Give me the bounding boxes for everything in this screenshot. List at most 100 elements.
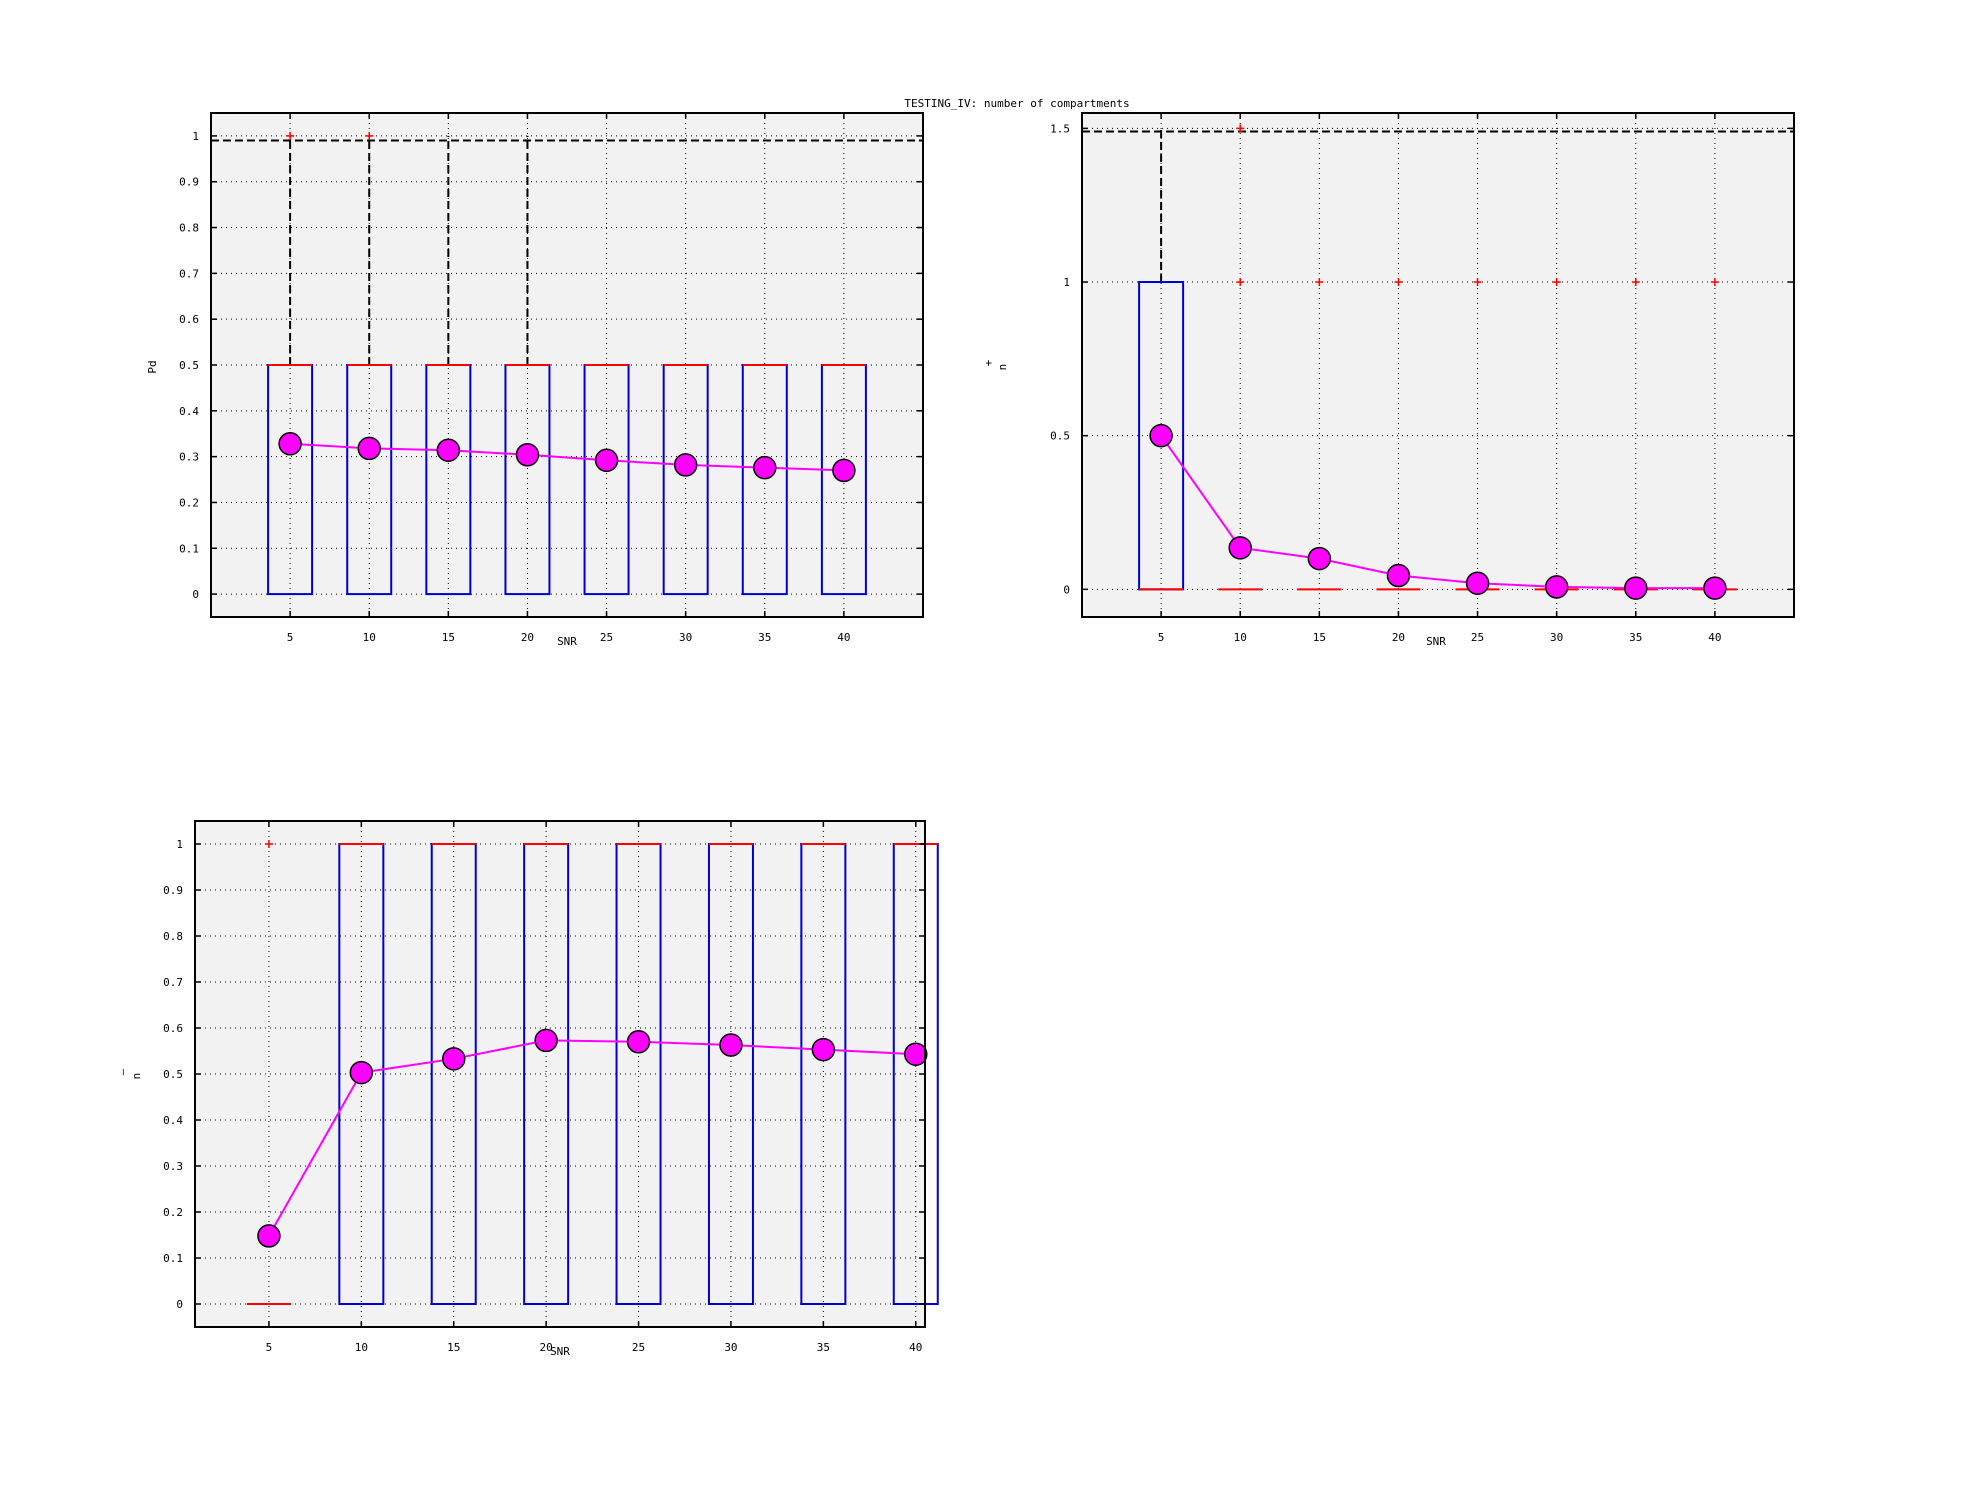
x-tick-label: 20: [521, 631, 534, 644]
mean-marker: [1307, 546, 1332, 571]
outlier-marker: [1710, 278, 1719, 287]
outlier-marker: [1236, 124, 1245, 133]
y-tick-label: 0.4: [163, 1114, 183, 1127]
y-tick-label: 0: [1063, 583, 1070, 596]
x-tick-label: 5: [287, 631, 294, 644]
x-tick-label: 20: [540, 1341, 553, 1354]
y-tick-label: 1: [176, 838, 183, 851]
outlier-marker: [1394, 278, 1403, 287]
x-axis-label: SNR: [1426, 635, 1446, 648]
x-tick-label: 5: [266, 1341, 273, 1354]
mean-marker: [534, 1028, 558, 1053]
mean-marker: [719, 1033, 743, 1057]
x-tick-label: 25: [632, 1341, 645, 1354]
x-tick-label: 15: [442, 631, 455, 644]
plot-area: [1082, 113, 1794, 617]
outlier-marker: [365, 131, 374, 140]
y-tick-label: 0.7: [179, 267, 199, 280]
mean-marker: [753, 455, 777, 480]
x-tick-label: 10: [1234, 631, 1247, 644]
mean-marker: [1149, 423, 1173, 448]
x-tick-label: 10: [363, 631, 376, 644]
x-tick-label: 35: [758, 631, 771, 644]
mean-marker: [811, 1037, 836, 1062]
y-tick-label: 0.9: [179, 176, 199, 189]
x-tick-label: 30: [724, 1341, 737, 1354]
mean-line: [290, 442, 844, 472]
mean-marker: [436, 438, 461, 462]
x-tick-label: 30: [679, 631, 692, 644]
axes-frame: [1081, 112, 1795, 618]
mean-line: [268, 1039, 916, 1237]
figure-title: TESTING_IV: number of compartments: [904, 97, 1129, 110]
outlier-marker: [286, 131, 295, 140]
chart-panel-3: 00.10.20.30.40.50.60.70.80.915 10 15 20 25 30…: [116, 820, 939, 1358]
y-axis-label: Pd: [146, 360, 159, 373]
y-tick-label: 0.7: [163, 976, 183, 989]
mean-marker: [357, 436, 381, 461]
y-tick-label: 0: [192, 588, 199, 601]
mean-marker: [441, 1047, 466, 1071]
x-tick-label: 10: [355, 1341, 368, 1354]
outlier-marker: [1631, 278, 1640, 287]
y-tick-label: 0.1: [163, 1252, 183, 1265]
y-tick-label: 0.6: [179, 313, 199, 326]
x-tick-label: 40: [1708, 631, 1721, 644]
mean-marker: [515, 443, 540, 467]
x-tick-label: 15: [447, 1341, 460, 1354]
y-tick-label: 1: [192, 130, 199, 143]
mean-marker: [1703, 576, 1727, 600]
x-tick-label: 35: [817, 1341, 830, 1354]
mean-marker: [832, 458, 856, 483]
mean-marker: [257, 1224, 281, 1248]
y-axis-label-superscript: –: [116, 1068, 129, 1075]
y-tick-label: 0.8: [179, 222, 199, 235]
y-tick-label: 0.5: [179, 359, 199, 372]
y-axis-label-superscript: +: [982, 359, 995, 366]
x-tick-label: 30: [1550, 631, 1563, 644]
y-tick-label: 0.3: [179, 451, 199, 464]
x-tick-label: 40: [909, 1341, 922, 1354]
x-tick-label: 15: [1313, 631, 1326, 644]
y-axis-label: n: [996, 364, 1009, 371]
chart-panel-1: 00.10.20.30.40.50.60.70.80.915 10 15 20 25 30…: [146, 112, 924, 648]
x-tick-label: 35: [1629, 631, 1642, 644]
mean-marker: [278, 432, 302, 456]
mean-marker: [1228, 536, 1252, 560]
x-tick-label: 20: [1392, 631, 1405, 644]
y-tick-label: 0.6: [163, 1022, 183, 1035]
y-tick-label: 0.9: [163, 884, 183, 897]
x-tick-label: 25: [1471, 631, 1484, 644]
outlier-marker: [1236, 278, 1245, 287]
mean-marker: [349, 1060, 374, 1085]
mean-marker: [904, 1042, 928, 1066]
y-tick-label: 0.2: [179, 496, 199, 509]
outlier-marker: [1315, 278, 1324, 287]
y-tick-label: 0.8: [163, 930, 183, 943]
mean-marker: [1624, 576, 1648, 600]
x-axis-label: SNR: [557, 635, 577, 648]
outlier-marker: [1552, 278, 1561, 287]
y-tick-label: 0.4: [179, 405, 199, 418]
mean-marker: [1386, 563, 1411, 588]
x-axis-label: SNR: [550, 1345, 570, 1358]
y-tick-label: 0.1: [179, 542, 199, 555]
mean-marker: [673, 453, 698, 477]
y-tick-label: 1.5: [1050, 122, 1070, 135]
mean-line: [1160, 435, 1715, 590]
y-tick-label: 1: [1063, 276, 1070, 289]
mean-marker: [626, 1030, 651, 1054]
y-tick-label: 0.2: [163, 1206, 183, 1219]
y-tick-label: 0: [176, 1298, 183, 1311]
x-tick-label: 5: [1158, 631, 1165, 644]
x-tick-label: 40: [837, 631, 850, 644]
chart-panel-2: 0 0.5 1 1.5 5 10 15 20 25 30 35 40 SNR n+: [982, 112, 1795, 648]
outlier-marker: [1473, 278, 1482, 287]
mean-marker: [1465, 571, 1490, 595]
y-tick-label: 0.5: [1050, 430, 1070, 443]
outlier-marker: [264, 840, 273, 848]
mean-marker: [594, 448, 619, 473]
y-tick-label: 0.3: [163, 1160, 183, 1173]
